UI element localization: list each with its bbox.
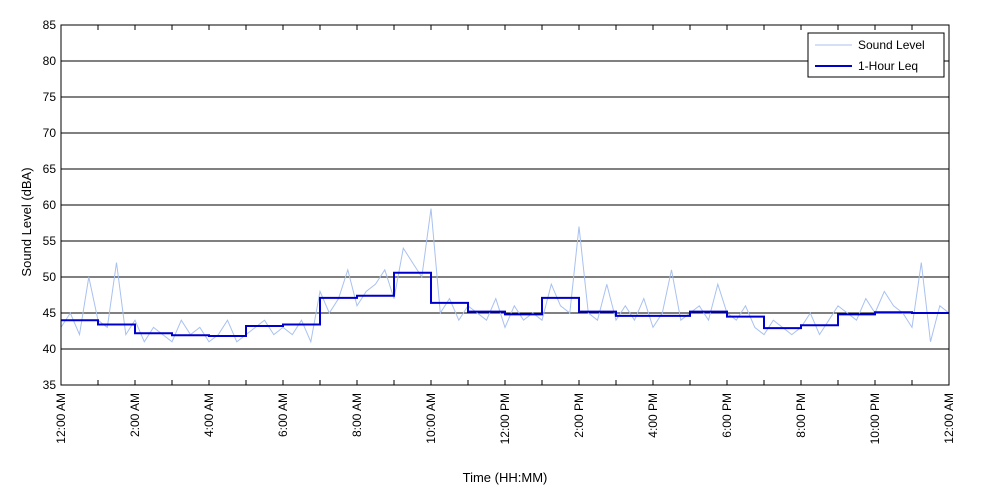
x-tick-label: 4:00 PM xyxy=(646,393,660,438)
legend-box xyxy=(807,32,945,78)
x-tick-label: 10:00 AM xyxy=(424,393,438,444)
x-tick-label: 12:00 PM xyxy=(498,393,512,444)
y-tick-label: 45 xyxy=(43,306,57,320)
y-tick-label: 35 xyxy=(43,378,57,392)
x-tick-marks xyxy=(60,25,950,385)
y-tick-labels: 35 40 45 50 55 60 65 70 75 80 85 xyxy=(43,18,57,392)
legend: Sound Level 1-Hour Leq xyxy=(807,32,945,78)
x-tick-label: 10:00 PM xyxy=(868,393,882,444)
x-tick-label: 6:00 AM xyxy=(276,393,290,437)
x-tick-label: 8:00 PM xyxy=(794,393,808,438)
series-sound-level-line xyxy=(60,208,950,344)
legend-label-1-hour-leq: 1-Hour Leq xyxy=(858,59,918,73)
y-tick-label: 85 xyxy=(43,18,57,32)
x-tick-label: 4:00 AM xyxy=(202,393,216,437)
y-tick-label: 75 xyxy=(43,90,57,104)
x-tick-label: 8:00 AM xyxy=(350,393,364,437)
x-tick-label: 2:00 AM xyxy=(128,393,142,437)
x-axis-label: Time (HH:MM) xyxy=(463,470,548,485)
y-tick-label: 70 xyxy=(43,126,57,140)
y-tick-label: 60 xyxy=(43,198,57,212)
x-tick-label: 6:00 PM xyxy=(720,393,734,438)
y-axis-label: Sound Level (dBA) xyxy=(19,167,34,276)
x-tick-label: 12:00 AM xyxy=(54,393,68,444)
y-tick-label: 65 xyxy=(43,162,57,176)
legend-label-sound-level: Sound Level xyxy=(858,38,925,52)
series-1-hour-leq-line xyxy=(61,271,949,337)
plot-data xyxy=(60,208,950,344)
x-tick-label: 2:00 PM xyxy=(572,393,586,438)
x-tick-label: 12:00 AM xyxy=(942,393,956,444)
y-tick-label: 40 xyxy=(43,342,57,356)
y-tick-label: 80 xyxy=(43,54,57,68)
y-tick-label: 50 xyxy=(43,270,57,284)
x-tick-labels: 12:00 AM 2:00 AM 4:00 AM 6:00 AM 8:00 AM 10:0… xyxy=(54,393,956,444)
grid-lines xyxy=(61,60,949,350)
y-tick-label: 55 xyxy=(43,234,57,248)
